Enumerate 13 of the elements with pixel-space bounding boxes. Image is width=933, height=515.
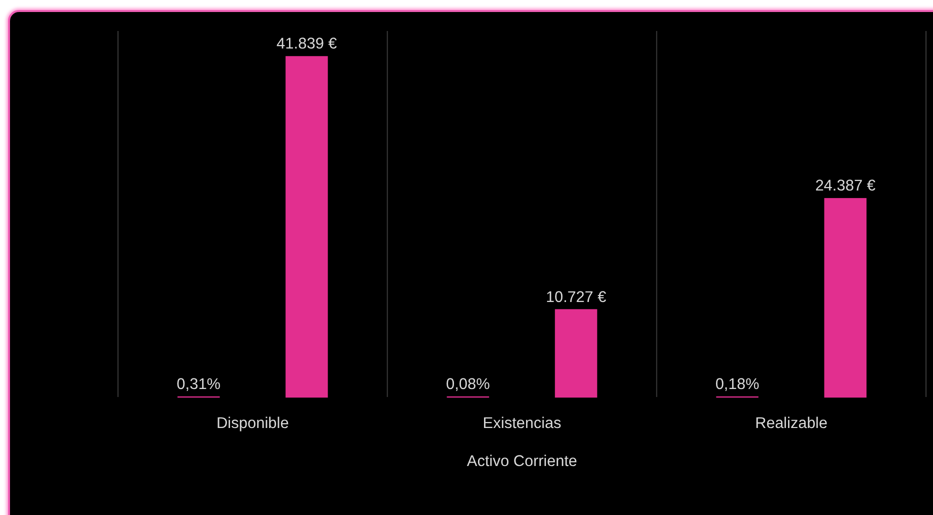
data-label: 41.839 € [276, 36, 338, 53]
x-tick-label: Existencias [482, 415, 562, 432]
data-label: 0,31% [176, 376, 221, 393]
bar [824, 198, 867, 398]
bar [286, 56, 328, 398]
x-axis-title: Activo Corriente [466, 453, 578, 470]
bar [554, 309, 598, 398]
data-label: 10.727 € [546, 288, 607, 306]
data-label: 24.387 € [815, 178, 876, 195]
data-label: 0,08% [446, 376, 490, 393]
x-tick-label: Disponible [216, 415, 289, 432]
data-label: 0,18% [715, 376, 760, 393]
x-tick-label: Realizable [755, 415, 828, 432]
